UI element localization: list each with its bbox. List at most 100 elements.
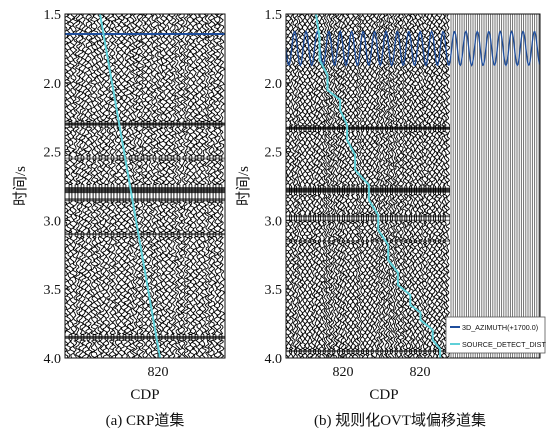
seismic-trace	[356, 14, 362, 358]
seismic-trace	[71, 14, 79, 358]
reflector-band	[65, 335, 225, 339]
seismic-trace	[409, 14, 415, 358]
seismic-trace	[351, 14, 357, 358]
x-tick-label: 820	[410, 365, 431, 380]
panel-b-legend: 3D_AZIMUTH(+1700.0) SOURCE_DETECT_DIST	[445, 316, 546, 354]
seismic-trace	[188, 14, 196, 358]
seismic-trace	[445, 14, 450, 358]
reflector-band	[286, 215, 450, 218]
seismic-trace	[329, 14, 336, 358]
seismic-trace	[399, 14, 405, 358]
seismic-trace	[348, 14, 355, 358]
y-tick-label: 2.5	[265, 146, 283, 161]
seismic-trace	[158, 14, 166, 358]
y-tick-label: 2.0	[44, 77, 62, 92]
seismic-trace	[416, 14, 422, 358]
panel-b-x-label: CDP	[369, 387, 398, 403]
reflector-band	[286, 126, 450, 130]
seismic-trace	[164, 14, 172, 358]
seismic-trace	[375, 14, 381, 358]
seismic-trace	[161, 14, 169, 358]
seismic-trace	[65, 14, 70, 358]
panel-a-y-label: 时间/s	[12, 166, 29, 206]
panel-b-seismic-traces	[286, 14, 450, 358]
seismic-trace	[327, 14, 334, 358]
seismic-trace	[324, 14, 331, 358]
reflector-band	[286, 350, 450, 353]
seismic-trace	[406, 14, 413, 358]
seismic-trace	[360, 14, 367, 358]
seismic-trace	[110, 14, 118, 358]
seismic-trace	[358, 14, 365, 358]
seismic-trace	[353, 14, 360, 358]
seismic-trace	[421, 14, 427, 358]
seismic-trace	[215, 14, 223, 358]
seismic-trace	[394, 14, 401, 358]
seismic-trace	[212, 14, 220, 358]
panel-a-offset-curve	[99, 13, 161, 359]
reflector-band	[65, 157, 225, 160]
legend-label-offset: SOURCE_DETECT_DIST	[462, 340, 546, 349]
panel-b-offset-curve	[315, 13, 442, 358]
seismic-trace	[176, 14, 184, 358]
seismic-trace	[194, 14, 202, 358]
seismic-trace	[98, 14, 106, 358]
seismic-trace	[387, 14, 393, 358]
seismic-trace	[428, 14, 434, 358]
seismic-trace	[167, 14, 175, 358]
seismic-trace	[125, 14, 133, 358]
seismic-trace	[89, 14, 97, 358]
seismic-trace	[334, 14, 341, 358]
seismic-trace	[322, 14, 329, 358]
seismic-trace	[346, 14, 353, 358]
panel-b-y-label: 时间/s	[235, 166, 252, 206]
seismic-trace	[170, 14, 179, 358]
seismic-trace	[80, 14, 88, 358]
y-tick-label: 2.5	[44, 146, 62, 161]
seismic-trace	[289, 14, 295, 358]
panel-b-x-axis: 820 820	[333, 353, 431, 380]
seismic-trace	[442, 14, 449, 358]
seismic-trace	[101, 14, 109, 358]
y-tick-label: 3.0	[265, 214, 283, 229]
seismic-trace	[77, 14, 85, 358]
seismic-trace	[122, 14, 130, 358]
seismic-trace	[413, 14, 420, 358]
legend-label-azimuth: 3D_AZIMUTH(+1700.0)	[462, 323, 538, 332]
seismic-trace	[173, 14, 181, 358]
seismic-trace	[119, 14, 127, 358]
seismic-trace	[68, 14, 76, 358]
seismic-trace	[137, 14, 145, 358]
seismic-trace	[425, 14, 432, 358]
y-tick-label: 2.0	[265, 77, 283, 92]
seismic-trace	[373, 14, 379, 358]
x-tick-label: 820	[333, 365, 354, 380]
seismic-trace	[185, 14, 193, 358]
panel-b-ovt-gather: 1.5 2.0 2.5 3.0 3.5 4.0 820 820 时间/s CDP (b) 规…	[235, 8, 546, 429]
seismic-trace	[218, 14, 225, 358]
y-tick-label: 4.0	[265, 352, 283, 367]
seismic-trace	[418, 14, 425, 358]
seismic-trace	[435, 14, 441, 358]
seismic-trace	[152, 14, 160, 358]
y-tick-label: 1.5	[44, 8, 62, 23]
panel-a-frame	[64, 13, 226, 359]
panel-b-azimuth-curve	[285, 29, 541, 67]
panel-b-caption: (b) 规则化OVT域偏移道集	[314, 412, 486, 429]
panel-a-caption: (a) CRP道集	[106, 412, 185, 429]
seismic-trace	[392, 14, 398, 358]
panel-a-x-label: CDP	[130, 387, 159, 403]
seismic-trace	[339, 14, 345, 358]
seismic-trace	[382, 14, 389, 358]
seismic-trace	[74, 14, 82, 358]
y-tick-label: 3.5	[44, 283, 62, 298]
y-tick-label: 3.5	[265, 283, 283, 298]
panel-b-frame	[285, 13, 541, 359]
seismic-trace	[131, 14, 139, 358]
panel-b-y-axis: 1.5 2.0 2.5 3.0 3.5 4.0	[265, 8, 291, 367]
seismic-trace	[155, 14, 163, 358]
seismic-trace	[95, 14, 103, 358]
seismic-trace	[389, 14, 396, 358]
seismic-trace	[107, 14, 115, 358]
